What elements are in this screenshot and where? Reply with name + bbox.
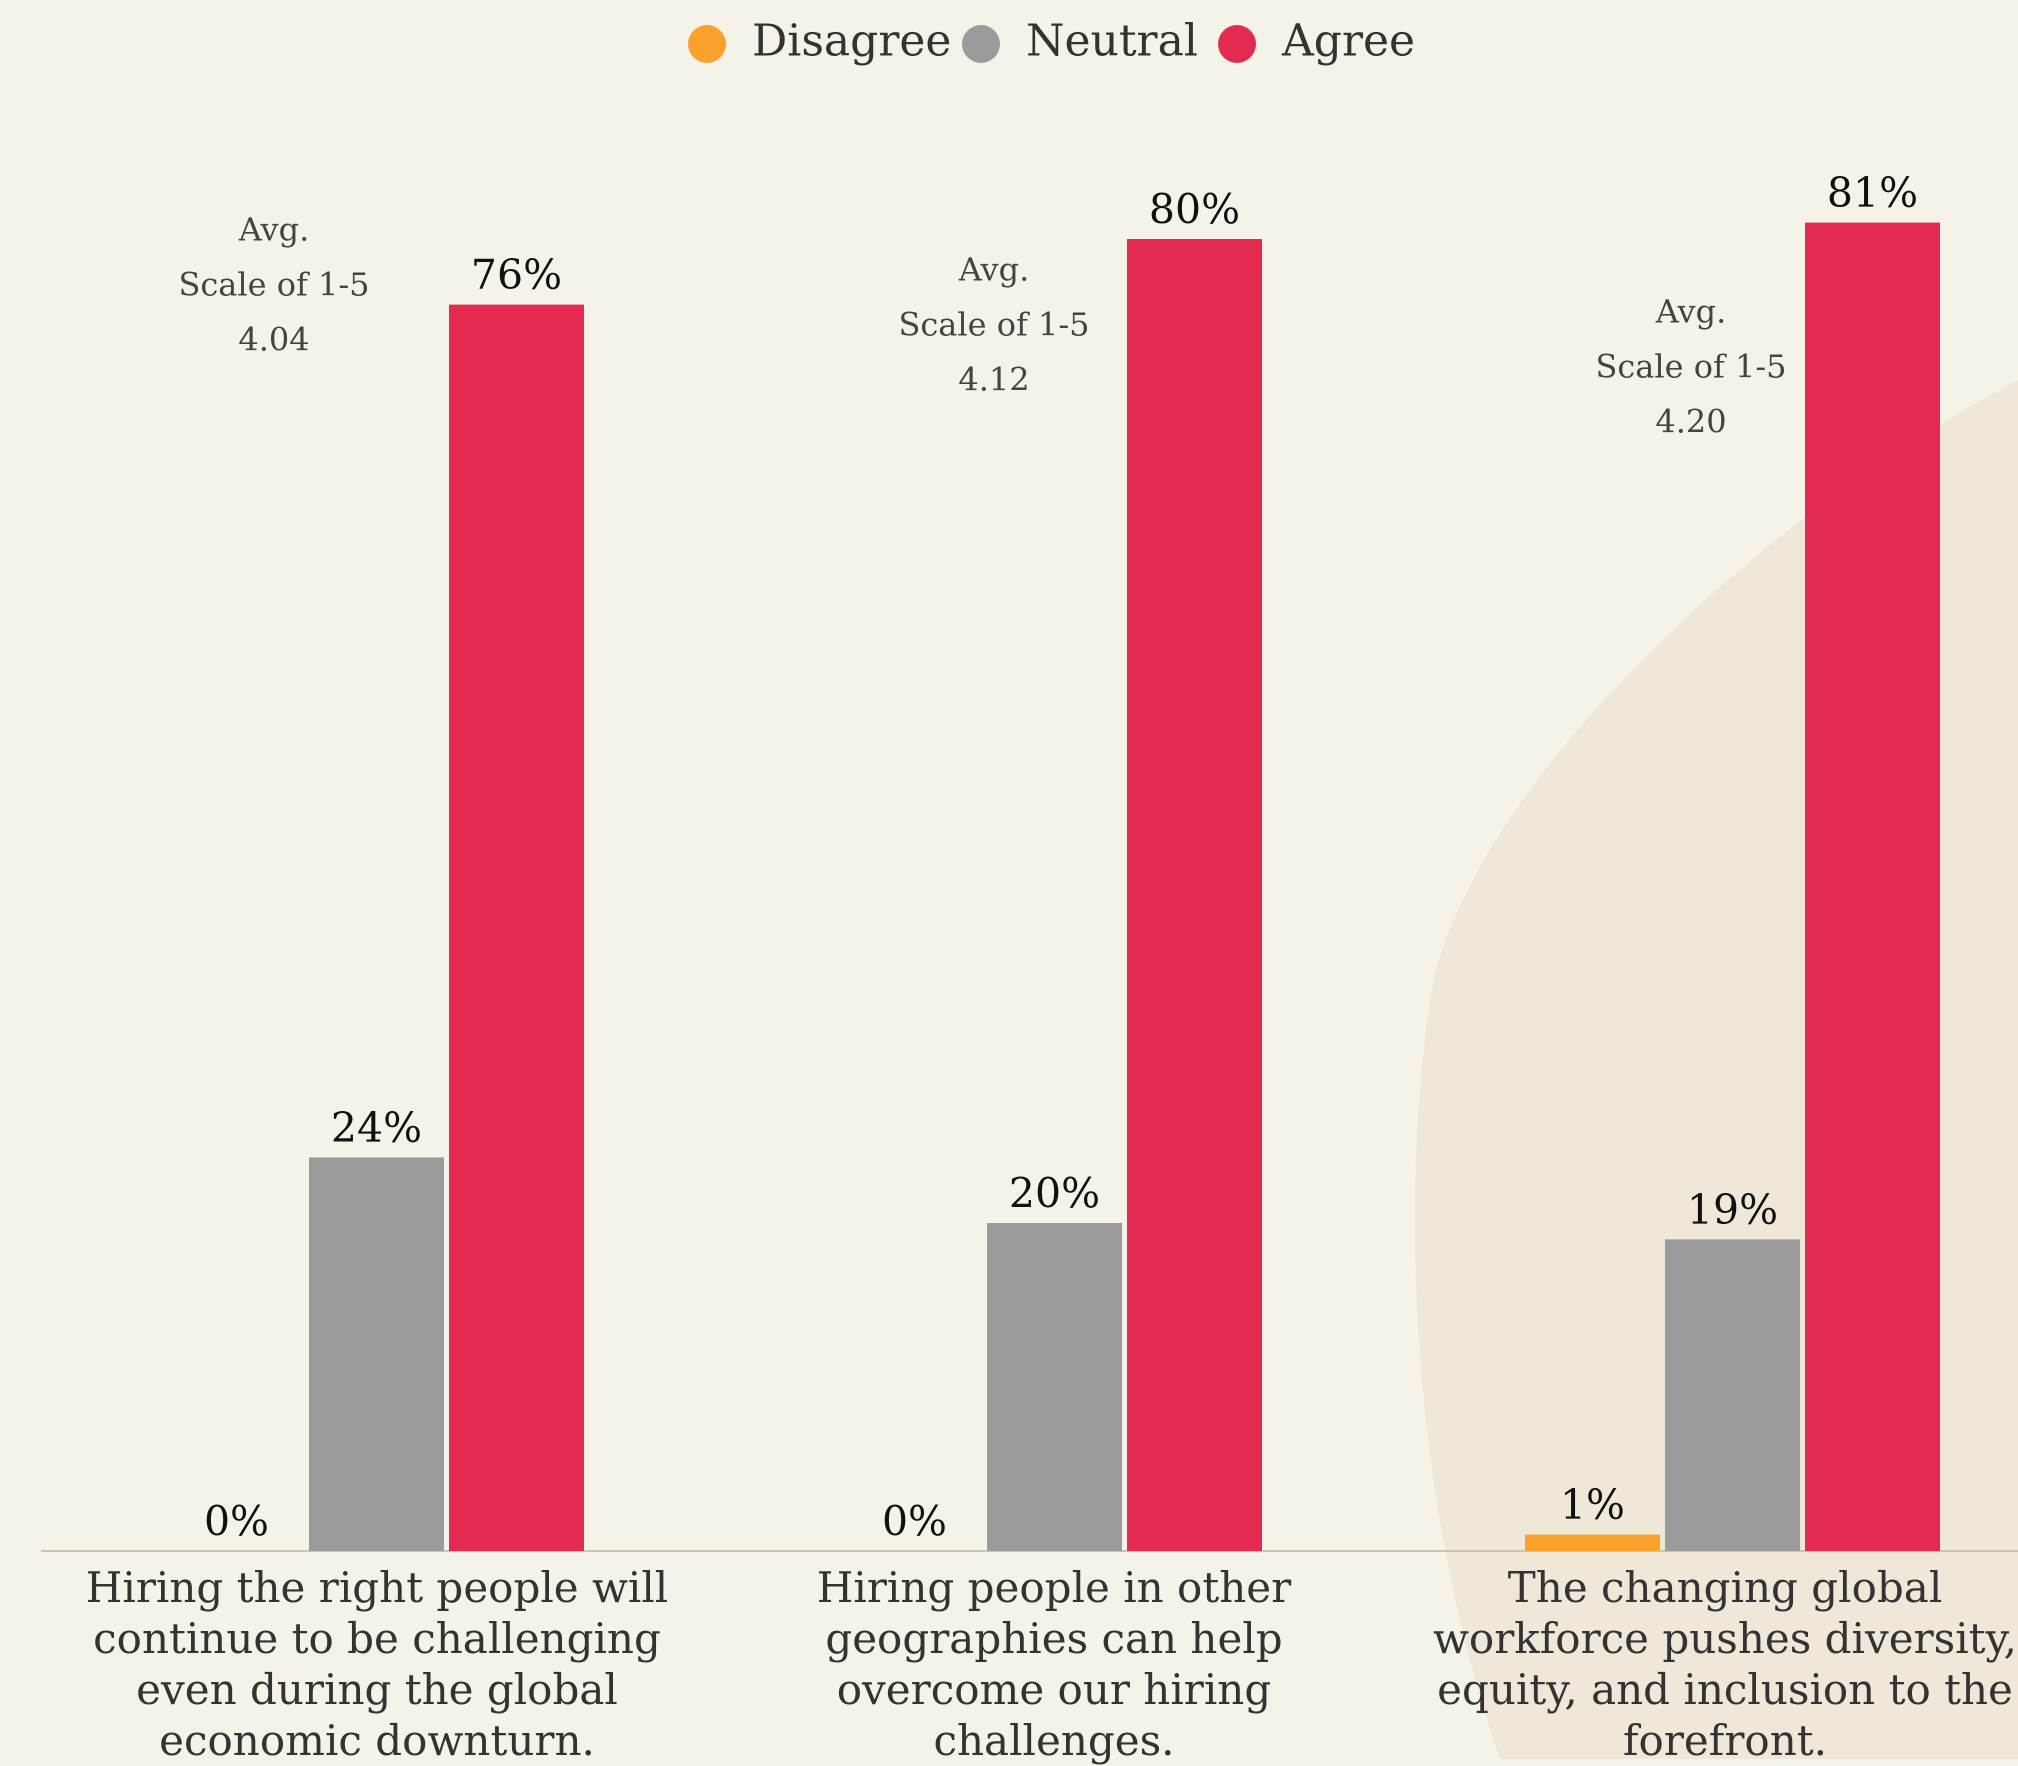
annotation: Scale of 1-5: [898, 306, 1089, 344]
category-label: Hiring people in other geographies can h…: [816, 1563, 1292, 1765]
bar: [1665, 1239, 1800, 1551]
value-label: 76%: [471, 251, 562, 299]
legend-label: Neutral: [1026, 16, 1198, 67]
value-label: 81%: [1827, 169, 1918, 217]
legend-marker: [688, 25, 726, 63]
legend-label: Agree: [1281, 16, 1415, 67]
annotation: 4.12: [958, 361, 1029, 399]
bar: [1127, 239, 1262, 1551]
annotation: Avg.: [1655, 293, 1727, 331]
bar: [987, 1223, 1122, 1551]
bar: [1525, 1534, 1660, 1551]
bar: [309, 1157, 444, 1551]
value-label: 20%: [1009, 1170, 1100, 1218]
annotation: 4.04: [238, 321, 309, 359]
annotation: Avg.: [238, 211, 310, 249]
bar: [449, 304, 584, 1552]
value-label: 0%: [882, 1498, 947, 1546]
bar: [1805, 222, 1940, 1552]
annotation: Scale of 1-5: [178, 266, 369, 304]
annotation: Scale of 1-5: [1595, 348, 1786, 386]
value-label: 19%: [1687, 1186, 1778, 1234]
value-label: 1%: [1560, 1481, 1625, 1529]
category-label: The changing global workforce pushes div…: [1432, 1563, 2018, 1765]
value-label: 24%: [331, 1104, 422, 1152]
value-label: 80%: [1149, 186, 1240, 234]
category-label: Hiring the right people will continue to…: [85, 1563, 669, 1765]
value-label: 0%: [204, 1498, 269, 1546]
annotation: 4.20: [1655, 403, 1726, 441]
legend-marker: [1218, 25, 1256, 63]
annotation: Avg.: [958, 251, 1030, 289]
legend-marker: [962, 25, 1000, 63]
legend-label: Disagree: [752, 16, 951, 67]
